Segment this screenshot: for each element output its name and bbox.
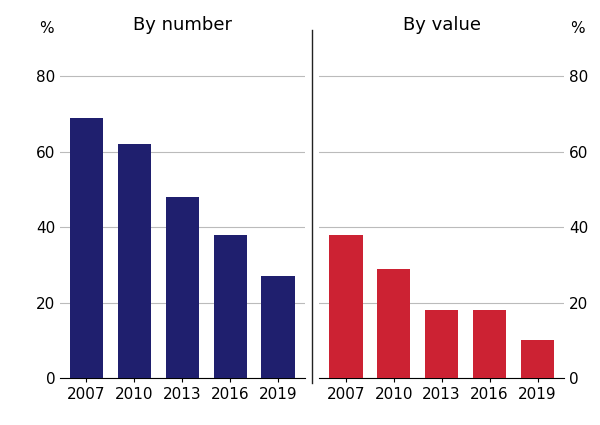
Text: %: % [570, 21, 584, 36]
Bar [425, 310, 458, 378]
Bar [262, 276, 295, 378]
Title: By value: By value [403, 16, 481, 34]
Bar [70, 118, 103, 378]
Bar [329, 235, 362, 378]
Bar [166, 197, 199, 378]
Bar [214, 235, 247, 378]
Title: By number: By number [133, 16, 232, 34]
Bar [473, 310, 506, 378]
Bar [521, 340, 554, 378]
Bar [118, 144, 151, 378]
Text: %: % [40, 21, 54, 36]
Bar [377, 269, 410, 378]
